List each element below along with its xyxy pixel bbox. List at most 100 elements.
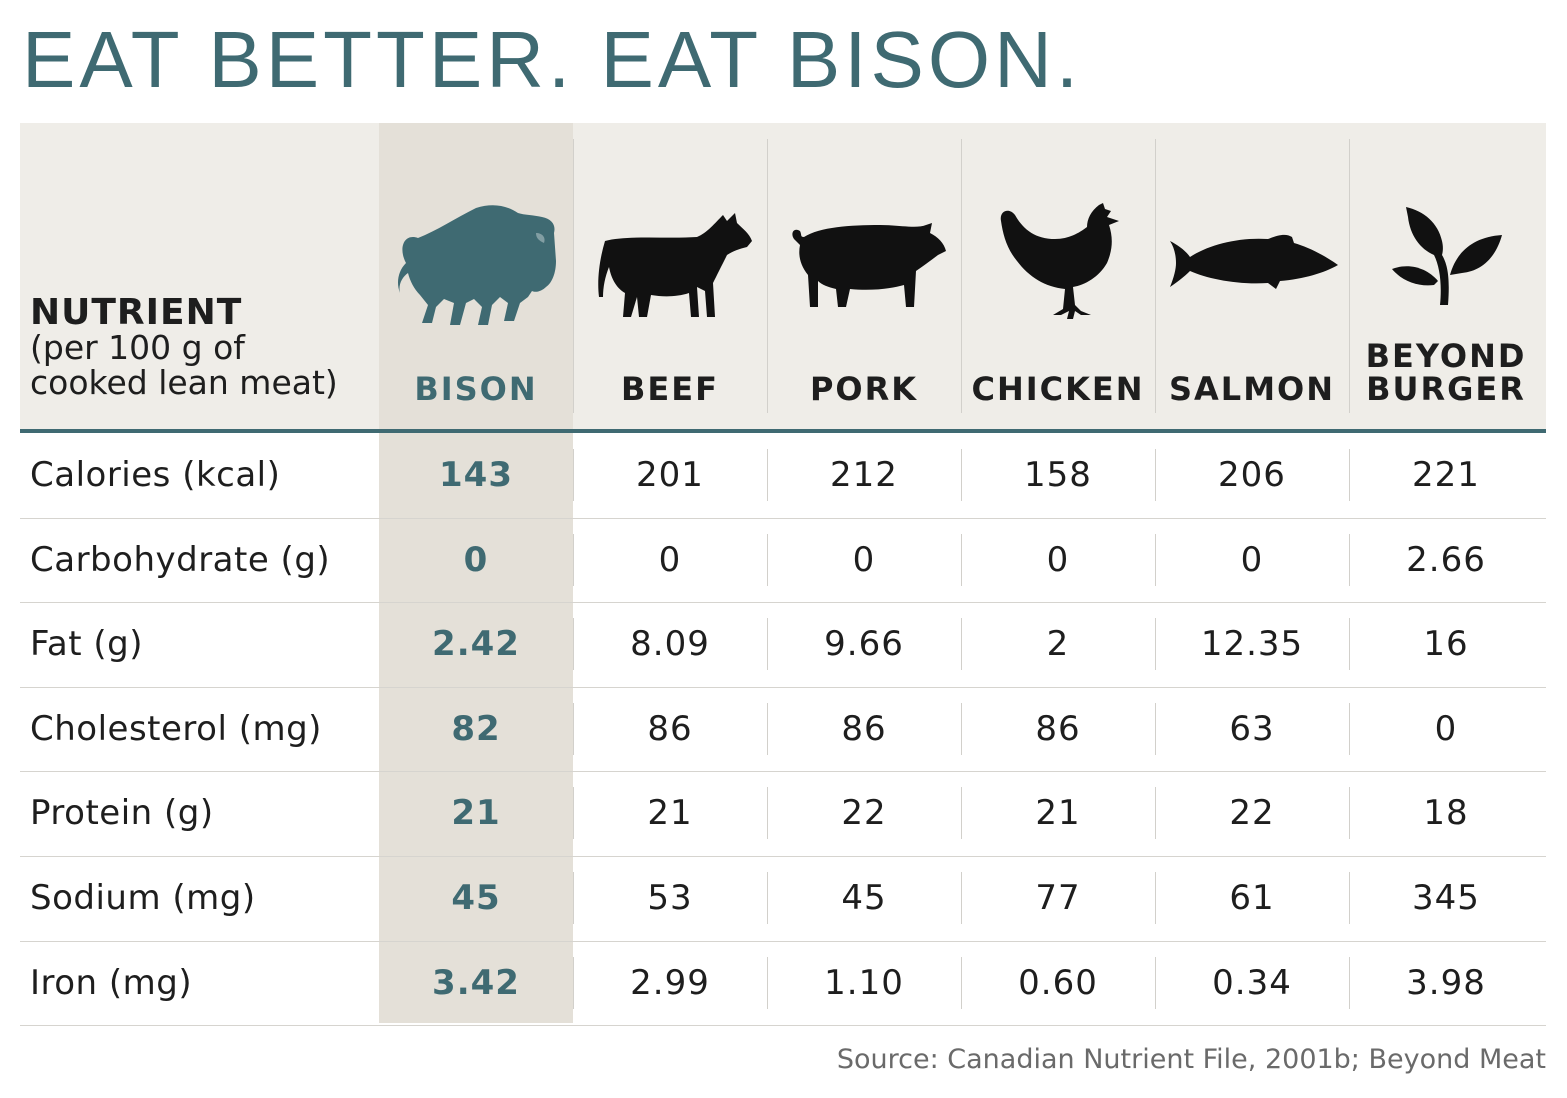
row-label: Fat (g) (30, 624, 144, 665)
column-header-chicken: CHICKEN (971, 370, 1145, 408)
cell-divider (1155, 449, 1156, 501)
header-column-divider (961, 139, 962, 413)
cell-divider (1155, 702, 1156, 755)
table-cell: 0 (1046, 539, 1070, 580)
row-label: Sodium (mg) (30, 878, 256, 918)
table-cell: 61 (1229, 878, 1275, 918)
table-cell: 22 (841, 793, 887, 834)
table-cell: 82 (451, 708, 501, 749)
cell-divider (573, 787, 574, 840)
table-cell: 21 (647, 793, 693, 834)
row-divider (20, 517, 1546, 519)
table-cell: 0.60 (1018, 962, 1098, 1003)
cell-divider (961, 449, 962, 501)
table-cell: 3.98 (1406, 962, 1486, 1003)
header-column-divider (573, 139, 574, 413)
cell-divider (573, 702, 574, 755)
leaf-plant-icon (1392, 207, 1502, 305)
table-cell: 12.35 (1200, 624, 1304, 665)
table-cell: 8.09 (630, 624, 710, 665)
table-cell: 86 (647, 708, 693, 749)
table-cell: 0 (852, 539, 876, 580)
row-label: Calories (kcal) (30, 455, 281, 495)
cell-divider (1155, 618, 1156, 671)
fish-icon (1170, 234, 1338, 289)
table-cell: 212 (830, 455, 898, 495)
cell-divider (1349, 956, 1350, 1009)
header-divider (20, 429, 1546, 433)
table-cell: 21 (451, 793, 501, 834)
cell-divider (961, 533, 962, 586)
nutrient-heading: NUTRIENT (30, 292, 243, 333)
header-column-divider (1155, 139, 1156, 413)
cell-divider (1349, 702, 1350, 755)
row-divider (20, 940, 1546, 942)
cell-divider (573, 533, 574, 586)
table-cell: 16 (1423, 624, 1469, 665)
table-cell: 86 (841, 708, 887, 749)
cell-divider (767, 956, 768, 1009)
cell-divider (961, 618, 962, 671)
cell-divider (767, 787, 768, 840)
header-column-divider (767, 139, 768, 413)
cell-divider (961, 787, 962, 840)
cell-divider (1155, 787, 1156, 840)
column-header-pork: PORK (809, 370, 919, 408)
row-divider (20, 856, 1546, 857)
cell-divider (961, 956, 962, 1009)
chicken-icon (1000, 203, 1119, 319)
row-divider (20, 771, 1546, 773)
table-cell: 21 (1035, 793, 1081, 834)
table-cell: 18 (1423, 793, 1469, 834)
row-label: Carbohydrate (g) (30, 539, 331, 580)
header-column-divider (1349, 139, 1350, 413)
column-header-beyond-burger: BEYOND BURGER (1365, 337, 1527, 408)
table-cell: 345 (1412, 878, 1480, 918)
table-cell: 143 (439, 455, 513, 495)
nutrient-subheading: (per 100 g of cooked lean meat) (30, 328, 338, 402)
row-divider (20, 1025, 1546, 1027)
table-cell: 9.66 (824, 624, 904, 665)
table-cell: 158 (1024, 455, 1092, 495)
table-cell: 86 (1035, 708, 1081, 749)
table-cell: 2.66 (1406, 539, 1486, 580)
table-cell: 2 (1046, 624, 1070, 665)
cell-divider (767, 618, 768, 671)
column-header-bison: BISON (414, 370, 538, 408)
page-title: EAT BETTER. EAT BISON. (22, 15, 1083, 104)
cell-divider (767, 449, 768, 501)
table-cell: 0 (1240, 539, 1264, 580)
pig-icon (792, 223, 946, 307)
table-cell: 221 (1412, 455, 1480, 495)
table-cell: 45 (841, 878, 887, 918)
cell-divider (767, 533, 768, 586)
cell-divider (573, 449, 574, 501)
table-cell: 206 (1218, 455, 1286, 495)
cell-divider (1349, 533, 1350, 586)
table-cell: 45 (451, 878, 501, 918)
cell-divider (573, 618, 574, 671)
table-cell: 2.42 (432, 624, 520, 665)
cell-divider (1155, 533, 1156, 586)
table-cell: 1.10 (824, 962, 904, 1003)
source-note: Source: Canadian Nutrient File, 2001b; B… (836, 1044, 1546, 1075)
nutrient-table: NUTRIENT (per 100 g of cooked lean meat)… (20, 123, 1546, 1027)
nutrient-column-header: NUTRIENT (per 100 g of cooked lean meat) (30, 292, 380, 402)
column-header-beef: BEEF (621, 370, 719, 408)
cell-divider (1349, 449, 1350, 501)
table-cell: 22 (1229, 793, 1275, 834)
cell-divider (573, 956, 574, 1009)
row-label: Cholesterol (mg) (30, 708, 322, 749)
table-cell: 0 (463, 539, 489, 580)
cell-divider (1349, 787, 1350, 840)
row-label: Iron (mg) (30, 962, 193, 1003)
cell-divider (1155, 956, 1156, 1009)
cell-divider (1349, 618, 1350, 671)
table-cell: 3.42 (432, 962, 520, 1003)
row-label: Protein (g) (30, 793, 214, 834)
cell-divider (767, 872, 768, 924)
cell-divider (767, 702, 768, 755)
table-cell: 0.34 (1212, 962, 1292, 1003)
row-divider (20, 602, 1546, 604)
cell-divider (1349, 872, 1350, 924)
